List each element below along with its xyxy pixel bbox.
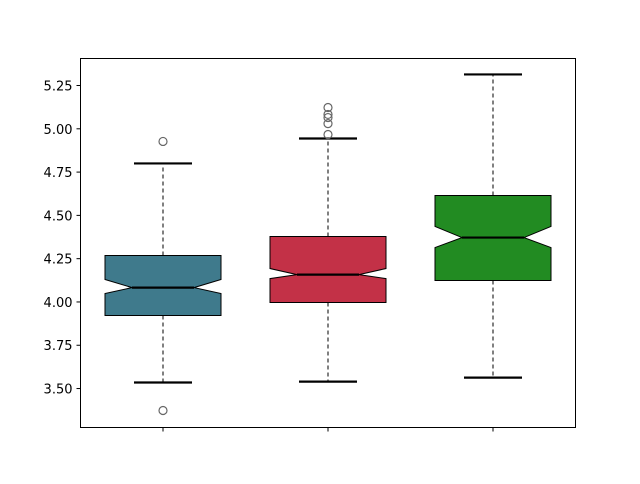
y-tick-label: 3.75 — [44, 339, 73, 354]
notched-box — [269, 236, 387, 303]
y-tick-label: 4.50 — [44, 209, 73, 224]
y-tick-label: 4.00 — [44, 296, 73, 311]
box-1 — [104, 136, 222, 416]
outlier-point — [323, 112, 333, 123]
box-2 — [269, 102, 387, 383]
y-tick-label: 3.50 — [44, 383, 73, 398]
outlier-point — [158, 136, 168, 147]
outlier-point — [323, 129, 333, 140]
axes-frame — [80, 58, 576, 428]
y-tick-label: 4.75 — [44, 166, 73, 181]
y-tick-label: 5.25 — [44, 80, 73, 95]
outlier-point — [158, 405, 168, 416]
box-3 — [434, 73, 552, 379]
outlier-point — [323, 102, 333, 113]
y-tick-label: 5.00 — [44, 123, 73, 138]
outlier-point — [323, 119, 333, 129]
outlier-point — [323, 109, 333, 120]
y-tick-label: 4.25 — [44, 253, 73, 268]
notched-box — [104, 255, 222, 316]
